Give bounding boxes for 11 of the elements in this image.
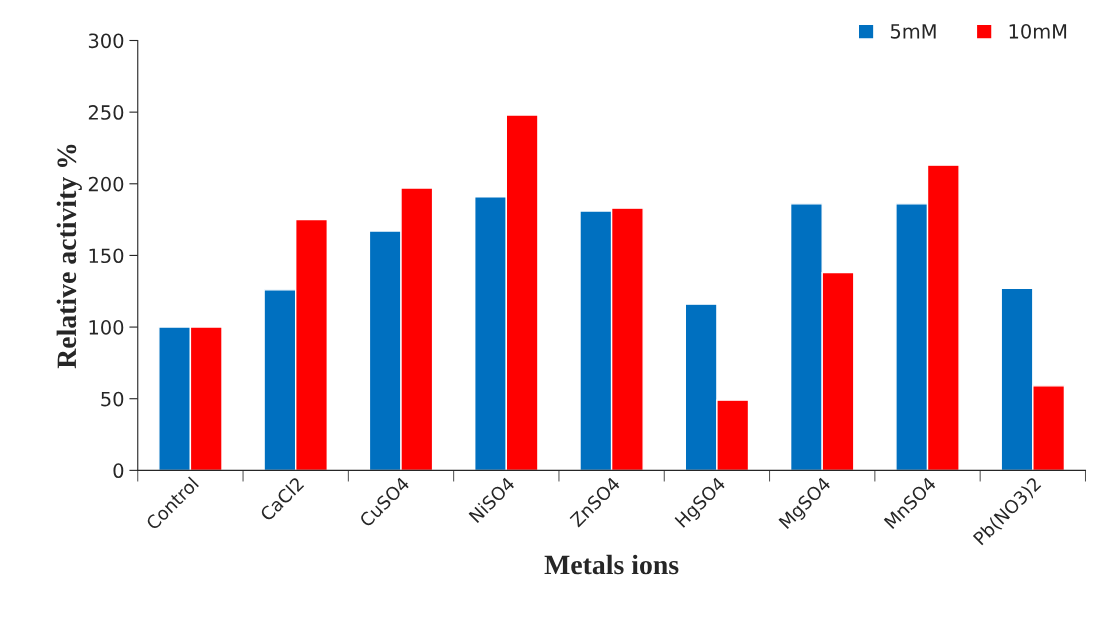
y-tick-label: 250 bbox=[88, 105, 124, 120]
y-tick-label: 200 bbox=[88, 176, 124, 192]
y-tick-label: 0 bbox=[113, 463, 124, 479]
legend-label: 10mM bbox=[1009, 23, 1067, 39]
y-axis-title: Relative activity % bbox=[56, 144, 82, 369]
legend-label: 5mM bbox=[890, 24, 936, 39]
y-tick-label: 150 bbox=[89, 248, 124, 264]
y-tick-label: 50 bbox=[101, 391, 124, 407]
y-tick-label: 300 bbox=[88, 33, 124, 49]
y-tick-label: 100 bbox=[89, 320, 124, 335]
x-axis-title: Metals ions bbox=[544, 554, 679, 575]
